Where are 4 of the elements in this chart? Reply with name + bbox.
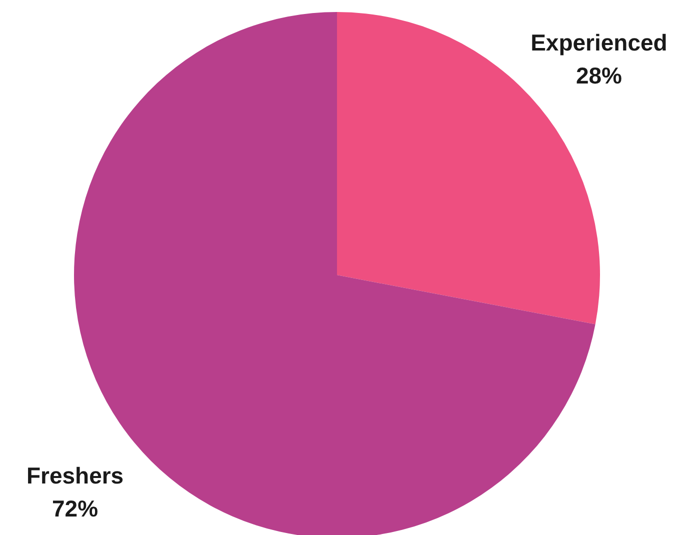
slice-label: Experienced bbox=[530, 29, 668, 56]
data-label: 72% bbox=[52, 496, 98, 522]
slice-label: Freshers bbox=[26, 462, 124, 489]
data-label: 28% bbox=[576, 62, 622, 88]
